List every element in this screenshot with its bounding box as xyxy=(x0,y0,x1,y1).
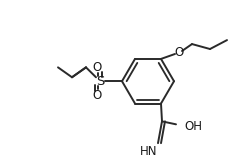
Text: HN: HN xyxy=(139,145,157,158)
Text: S: S xyxy=(96,75,104,88)
Text: O: O xyxy=(92,61,102,74)
Text: O: O xyxy=(174,46,184,59)
Text: OH: OH xyxy=(184,120,202,133)
Text: O: O xyxy=(92,89,102,102)
